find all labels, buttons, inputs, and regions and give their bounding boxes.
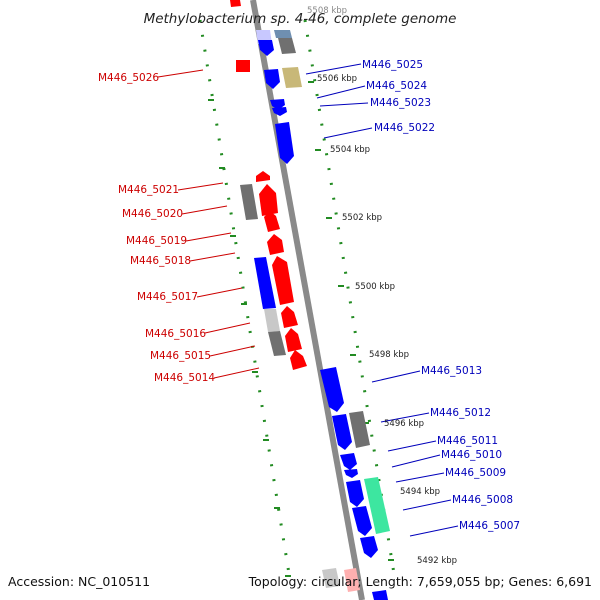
leader-line (316, 85, 366, 99)
map-title: Methylobacterium sp. 4-46, complete geno… (144, 11, 457, 27)
leader-line (371, 370, 421, 383)
gene-M446_5008-arrow (352, 506, 372, 536)
leader-line (380, 412, 430, 423)
gene-label[interactable]: M446_5007 (459, 520, 520, 532)
gene-M446_5010-arrow (340, 453, 357, 470)
leader-line (387, 440, 437, 452)
gene-label[interactable]: M446_5014 (154, 372, 215, 384)
gene-M446_5009-box (364, 477, 390, 534)
scale-label: 5502 kbp (342, 213, 382, 223)
left-leader-lines (157, 69, 260, 379)
right-leader-lines (305, 63, 459, 537)
gene-label[interactable]: M446_5015 (150, 350, 211, 362)
gene-M446_5015-box (268, 331, 286, 356)
gene-label[interactable]: M446_5024 (366, 80, 427, 92)
gene-M446_5025-arrow (264, 69, 280, 89)
gene-label[interactable]: M446_5008 (452, 494, 513, 506)
leader-line (323, 127, 373, 139)
tick-rows (198, 19, 397, 581)
leader-line (395, 472, 445, 483)
gene-M446_5023-arrow-2 (272, 107, 287, 116)
gene-top-steelblue-box (274, 30, 292, 38)
leader-line (185, 232, 232, 242)
gene-M446_5016-arrow (281, 306, 298, 328)
major-ticks (208, 81, 394, 577)
gene-M446_5021-arrow (256, 171, 270, 182)
right-gene-labels: M446_5025 M446_5024 M446_5023 M446_5022 … (362, 59, 520, 532)
gene-bottom-red-box (344, 568, 360, 592)
gene-M446_5012-box (349, 411, 370, 448)
gene-M446_5022-arrow (275, 122, 294, 164)
gene-label[interactable]: M446_5020 (122, 208, 183, 220)
leader-line (157, 69, 204, 78)
gene-M446_5010-arrow-2 (344, 469, 358, 478)
gene-top-red-fragment (230, 0, 241, 7)
gene-bottom-grey-box (322, 568, 340, 588)
scale-label: 5508 kbp (307, 6, 347, 16)
gene-M446_5014-arrow (290, 350, 307, 370)
scale-labels: 5508 kbp 5506 kbp 5504 kbp 5502 kbp 5500… (307, 6, 457, 566)
gene-top-blue-arrow (258, 40, 274, 56)
leader-line (409, 525, 459, 537)
leader-line (181, 205, 228, 215)
leader-line (189, 252, 236, 262)
leader-line (209, 345, 256, 357)
gene-M446_5020-arrow (259, 184, 278, 216)
gene-M446_5011-arrow (332, 414, 352, 450)
scale-label: 5500 kbp (355, 282, 395, 292)
leader-line (402, 499, 452, 511)
inner-gene-track (230, 0, 307, 370)
gene-M446_5024-box (282, 67, 302, 88)
accession-text: Accession: NC_010511 (8, 574, 150, 589)
gene-bottom-blue-box (372, 590, 388, 600)
scale-label: 5498 kbp (369, 350, 409, 360)
gene-label[interactable]: M446_5021 (118, 184, 179, 196)
gene-label[interactable]: M446_5019 (126, 235, 187, 247)
gene-label[interactable]: M446_5011 (437, 435, 498, 447)
gene-M446_5020-box (240, 184, 258, 220)
gene-label[interactable]: M446_5017 (137, 291, 198, 303)
scale-label: 5496 kbp (384, 419, 424, 429)
gene-M446_5007-arrow (360, 536, 378, 558)
leader-line (319, 102, 369, 107)
gene-label[interactable]: M446_5025 (362, 59, 423, 71)
gene-M446_5019-arrow (264, 211, 280, 232)
scale-label: 5492 kbp (417, 556, 457, 566)
left-gene-labels: M446_5026 M446_5021 M446_5020 M446_5019 … (98, 72, 215, 384)
gene-label[interactable]: M446_5023 (370, 97, 431, 109)
gene-label[interactable]: M446_5016 (145, 328, 206, 340)
gene-M446_5016-box (264, 309, 280, 332)
genome-summary-text: Topology: circular; Length: 7,659,055 bp… (248, 574, 592, 589)
gene-label[interactable]: M446_5010 (441, 449, 502, 461)
gene-label[interactable]: M446_5013 (421, 365, 482, 377)
leader-line (196, 287, 243, 298)
gene-label[interactable]: M446_5026 (98, 72, 159, 84)
gene-M446_5023-arrow (270, 99, 285, 110)
gene-label[interactable]: M446_5009 (445, 467, 506, 479)
leader-line (391, 454, 441, 468)
gene-M446_5017-box (254, 257, 276, 309)
scale-label: 5504 kbp (330, 145, 370, 155)
gene-M446_5013-arrow (320, 367, 344, 412)
gene-label[interactable]: M446_5012 (430, 407, 491, 419)
scale-label: 5506 kbp (317, 74, 357, 84)
gene-M446_5026-arrow (236, 60, 250, 70)
leader-line (213, 367, 260, 379)
gene-M446_5009-arrow (346, 480, 364, 507)
gene-label[interactable]: M446_5018 (130, 255, 191, 267)
leader-line (177, 182, 224, 191)
outer-gene-track (256, 30, 390, 600)
gene-M446_5017-arrow (272, 256, 294, 305)
leader-line (305, 63, 362, 75)
leader-line (204, 322, 251, 334)
gene-M446_5015-arrow (285, 328, 302, 352)
gene-top-grey-box (278, 38, 296, 54)
scale-label: 5494 kbp (400, 487, 440, 497)
gene-M446_5018-arrow (267, 234, 284, 255)
gene-label[interactable]: M446_5022 (374, 122, 435, 134)
